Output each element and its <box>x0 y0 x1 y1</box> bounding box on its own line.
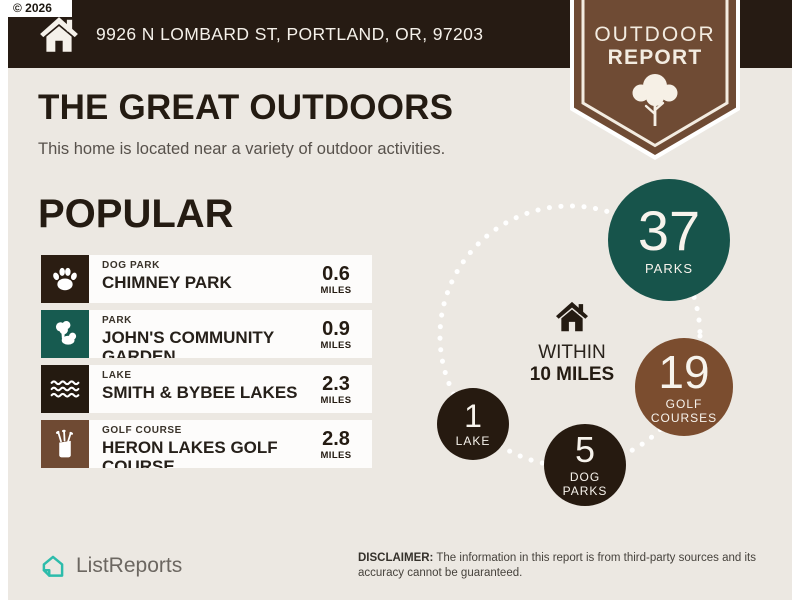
item-name: SMITH & BYBEE LAKES <box>102 383 298 402</box>
bubble-label: LAKE <box>455 433 491 448</box>
bubble-label: GOLF COURSES <box>650 396 718 425</box>
tree-icon <box>632 74 678 126</box>
content-area: 9926 N LOMBARD ST, PORTLAND, OR, 97203 ©… <box>8 0 792 600</box>
radius-label: WITHIN 10 MILES <box>508 301 636 386</box>
popular-list: DOG PARK CHIMNEY PARK 0.6 MILES <box>41 255 372 475</box>
item-distance-unit: MILES <box>320 450 352 461</box>
paw-icon <box>41 255 89 303</box>
center-home-icon <box>556 301 588 332</box>
bubble-label: DOG PARKS <box>562 469 608 498</box>
bubble-value: 1 <box>464 397 482 434</box>
within-label: WITHIN <box>538 342 606 363</box>
item-category: GOLF COURSE <box>102 425 182 436</box>
item-name: HERON LAKES GOLF COURSE <box>102 438 278 468</box>
golf-bag-icon <box>41 420 89 468</box>
waves-icon <box>41 365 89 413</box>
disclaimer-text: DISCLAIMER: The information in this repo… <box>358 552 756 579</box>
item-distance-unit: MILES <box>320 340 352 351</box>
item-distance: 2.8 <box>322 428 350 450</box>
item-distance: 0.6 <box>322 263 350 285</box>
item-category: PARK <box>102 315 132 326</box>
listreports-house-icon <box>42 555 64 577</box>
dotted-ring <box>437 203 703 469</box>
stat-bubble-golf-courses: 19 GOLF COURSES <box>635 338 733 436</box>
home-icon <box>38 15 80 60</box>
bubble-label: PARKS <box>644 261 694 277</box>
bubble-value: 19 <box>658 345 710 398</box>
item-category: LAKE <box>102 370 132 381</box>
list-item: GOLF COURSE HERON LAKES GOLF COURSE 2.8 … <box>41 420 372 468</box>
item-category: DOG PARK <box>102 260 160 271</box>
item-distance: 0.9 <box>322 318 350 340</box>
stat-bubble-dog-parks: 5 DOG PARKS <box>544 424 626 506</box>
item-distance: 2.3 <box>322 373 350 395</box>
page-subtitle: This home is located near a variety of o… <box>38 140 446 158</box>
property-address: 9926 N LOMBARD ST, PORTLAND, OR, 97203 <box>96 24 484 44</box>
list-item: LAKE SMITH & BYBEE LAKES 2.3 MILES <box>41 365 372 413</box>
disclaimer-label: DISCLAIMER: <box>358 552 434 564</box>
stat-bubble-lake: 1 LAKE <box>437 388 509 460</box>
copyright-label: © 2026 <box>8 0 72 17</box>
popular-heading: POPULAR <box>38 192 234 236</box>
list-item: PARK JOHN'S COMMUNITY GARDEN 0.9 MILES <box>41 310 372 358</box>
page-title: THE GREAT OUTDOORS <box>38 88 454 127</box>
item-distance-unit: MILES <box>320 395 352 406</box>
outdoor-report-badge: OUTDOOR REPORT <box>570 0 740 162</box>
badge-title-line1: OUTDOOR <box>594 23 716 46</box>
trees-icon <box>41 310 89 358</box>
stat-bubble-parks: 37 PARKS <box>608 179 730 301</box>
item-name: JOHN'S COMMUNITY GARDEN <box>102 328 274 358</box>
list-item: DOG PARK CHIMNEY PARK 0.6 MILES <box>41 255 372 303</box>
brand-name: ListReports <box>76 554 183 577</box>
badge-title-line2: REPORT <box>607 46 703 69</box>
badge-ribbon-shape <box>570 0 740 160</box>
bubble-value: 5 <box>574 428 596 470</box>
item-distance-unit: MILES <box>320 285 352 296</box>
miles-label: 10 MILES <box>529 364 615 385</box>
item-name: CHIMNEY PARK <box>102 273 232 292</box>
listreports-logo: ListReports <box>38 551 182 581</box>
bubble-value: 37 <box>637 199 701 263</box>
